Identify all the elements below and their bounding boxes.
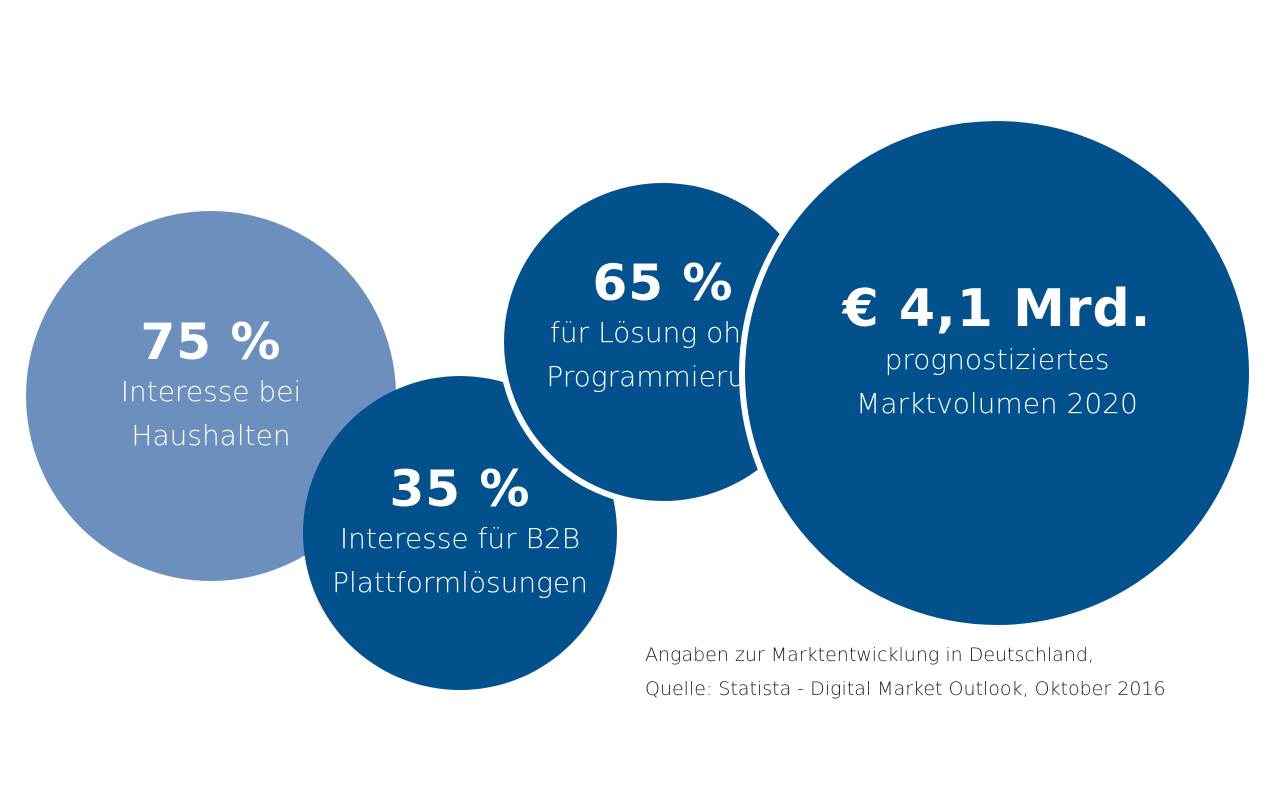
bubble-label-line2: Plattformlösungen [332, 565, 588, 599]
bubble-value: 75 % [140, 313, 282, 372]
bubble-value: 35 % [389, 460, 531, 519]
bubble-label-line1: Interesse bei [120, 375, 302, 409]
bubble-b2b: 35 % Interesse für B2B Plattformlösungen [303, 376, 617, 690]
bubble-market-volume: € 4,1 Mrd. prognostiziertes Marktvolumen… [739, 115, 1255, 631]
bubble-label-line2: Marktvolumen 2020 [856, 386, 1138, 420]
source-note: Angaben zur Marktentwicklung in Deutschl… [645, 638, 1166, 706]
bubble-label-line1: für Lösung ohne [550, 316, 776, 350]
bubble-label-line1: Interesse für B2B [339, 522, 581, 556]
bubble-value: 65 % [592, 254, 734, 313]
source-line1: Angaben zur Marktentwicklung in Deutschl… [645, 644, 1094, 666]
source-line2: Quelle: Statista - Digital Market Outloo… [645, 678, 1166, 700]
bubble-households: 75 % Interesse bei Haushalten [26, 211, 396, 581]
bubble-value: € 4,1 Mrd. [842, 279, 1152, 340]
bubble-label-line2: Haushalten [131, 418, 291, 452]
bubble-label-line1: prognostiziertes [884, 343, 1110, 377]
